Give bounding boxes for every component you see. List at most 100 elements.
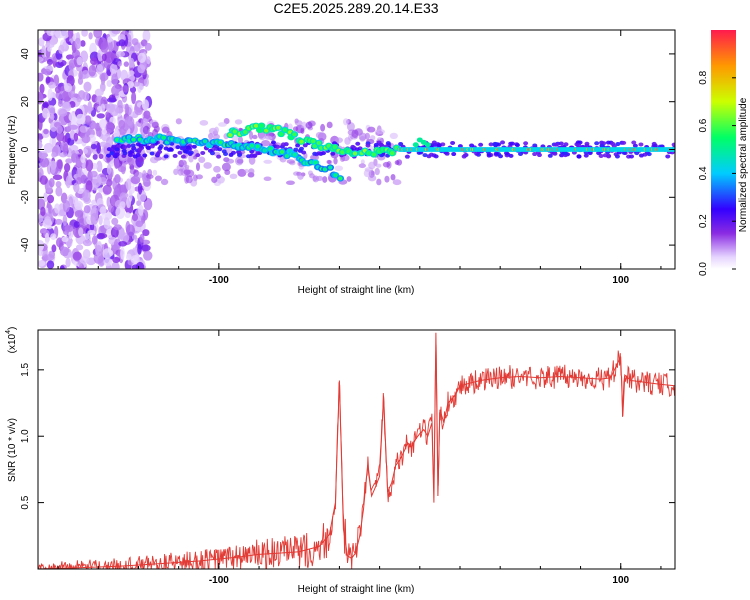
noise-cell	[65, 158, 73, 164]
noise-cell	[56, 125, 63, 134]
echo-core-cell	[371, 152, 377, 157]
halo-cell	[287, 123, 293, 131]
band-cell	[122, 145, 128, 150]
halo-cell	[326, 121, 333, 129]
halo-cell	[320, 123, 326, 132]
halo-cell	[252, 134, 258, 140]
halo-cell	[136, 122, 143, 128]
noise-cell	[113, 157, 120, 170]
halo-cell	[214, 126, 219, 134]
noise-cell	[83, 205, 91, 214]
noise-cell	[137, 64, 146, 74]
halo-cell	[198, 156, 206, 163]
echo-core-cell	[249, 143, 255, 148]
band-cell	[275, 144, 281, 149]
halo-cell	[374, 167, 380, 176]
band-cell	[433, 154, 439, 159]
colorbar-label: Normalized spectral amplitude	[738, 97, 749, 232]
noise-cell	[84, 233, 90, 241]
noise-cell	[83, 148, 88, 154]
noise-cell	[65, 54, 75, 60]
halo-cell	[258, 132, 267, 141]
noise-cell	[55, 181, 62, 188]
halo-cell	[363, 169, 372, 178]
band-cell	[249, 149, 255, 154]
noise-cell	[98, 187, 104, 193]
noise-cell	[94, 88, 104, 97]
noise-cell	[73, 132, 79, 142]
echo-core-cell	[253, 123, 259, 128]
halo-cell	[322, 176, 328, 183]
echo-core-cell	[262, 148, 267, 153]
band-cell	[302, 143, 308, 148]
band-cell	[130, 143, 136, 148]
band-cell	[631, 140, 637, 145]
halo-cell	[375, 163, 382, 168]
noise-cell	[137, 52, 146, 63]
noise-cell	[48, 81, 56, 89]
y-tick-label: 0	[20, 146, 31, 152]
noise-cell	[81, 70, 91, 79]
band-cell	[598, 153, 604, 158]
halo-cell	[160, 178, 169, 186]
halo-cell	[263, 159, 273, 164]
noise-cell	[59, 265, 65, 269]
echo-core-cell	[278, 131, 284, 136]
noise-cell	[139, 233, 145, 243]
halo-cell	[248, 155, 256, 165]
echo-core-cell	[218, 140, 223, 145]
noise-cell	[143, 77, 149, 87]
noise-cell	[125, 178, 132, 191]
noise-cell	[61, 236, 69, 243]
halo-cell	[216, 173, 221, 179]
echo-core-cell	[389, 151, 395, 156]
echo-core-cell	[175, 138, 181, 143]
band-cell	[180, 154, 186, 159]
halo-cell	[138, 157, 144, 163]
echo-core-cell	[268, 146, 273, 151]
noise-cell	[96, 142, 101, 154]
band-cell	[373, 142, 379, 147]
noise-cell	[68, 124, 79, 130]
band-cell	[129, 149, 135, 154]
noise-cell	[109, 104, 120, 117]
noise-cell	[81, 30, 88, 37]
band-cell	[450, 140, 456, 145]
halo-cell	[175, 118, 182, 125]
noise-cell	[53, 113, 58, 121]
noise-cell	[56, 130, 65, 142]
noise-cell	[54, 86, 61, 94]
noise-cell	[45, 76, 51, 84]
noise-cell	[76, 56, 83, 66]
band-cell	[671, 142, 675, 147]
noise-cell	[38, 118, 43, 131]
halo-cell	[346, 176, 352, 182]
noise-cell	[51, 136, 57, 148]
noise-cell	[124, 103, 130, 116]
noise-cell	[102, 248, 112, 259]
noise-cell	[101, 128, 108, 135]
snr-y-axis-label: SNR (10 * v/v)	[7, 418, 18, 482]
noise-cell	[97, 233, 108, 239]
noise-cell	[99, 206, 107, 215]
noise-cell	[131, 38, 139, 46]
band-cell	[498, 154, 504, 159]
heatmap-axes: -100 100 -40 -20 0 20 40	[20, 30, 675, 286]
noise-cell	[75, 113, 86, 125]
halo-cell	[358, 132, 367, 141]
noise-cell	[119, 201, 126, 209]
band-cell	[157, 146, 163, 151]
bump-cell	[412, 142, 419, 148]
band-cell	[175, 145, 181, 150]
noise-cell	[120, 232, 130, 243]
noise-cell	[44, 216, 52, 225]
halo-cell	[229, 173, 238, 180]
band-cell	[398, 141, 404, 146]
noise-cell	[93, 30, 103, 39]
band-cell	[451, 152, 457, 157]
noise-cell	[115, 51, 126, 58]
band-cell	[646, 152, 652, 157]
band-cell	[553, 142, 559, 147]
echo-core-cell	[279, 149, 285, 154]
